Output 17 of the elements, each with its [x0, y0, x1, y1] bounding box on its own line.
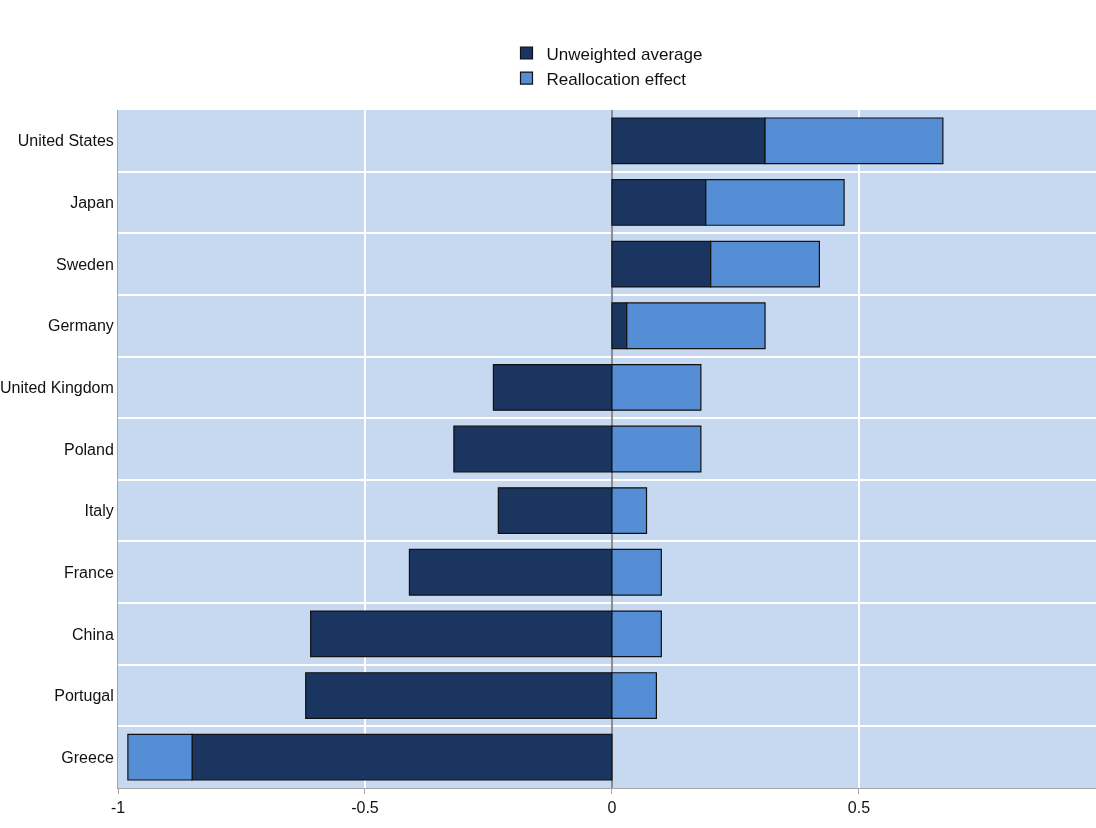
legend-label: Unweighted average [546, 44, 703, 64]
y-tick-label: China [71, 625, 114, 643]
y-tick-label: France [64, 563, 114, 581]
x-tick-label: 0.5 [847, 799, 871, 817]
y-tick-label: United Kingdom [0, 378, 114, 396]
y-tick-label: Greece [61, 748, 114, 766]
y-tick-label: Germany [48, 317, 114, 335]
x-tick-label: 0 [607, 799, 617, 817]
y-tick-label: Portugal [54, 687, 114, 705]
y-tick-label: United States [17, 132, 114, 150]
x-tick-label: -0.5 [351, 799, 379, 817]
y-tick-label: Japan [70, 194, 114, 212]
y-tick-label: Italy [84, 502, 114, 520]
y-tick-label: Poland [63, 440, 114, 458]
legend-label: Reallocation effect [546, 69, 687, 89]
y-tick-label: Sweden [55, 255, 114, 273]
x-tick-label: -1 [110, 799, 126, 817]
